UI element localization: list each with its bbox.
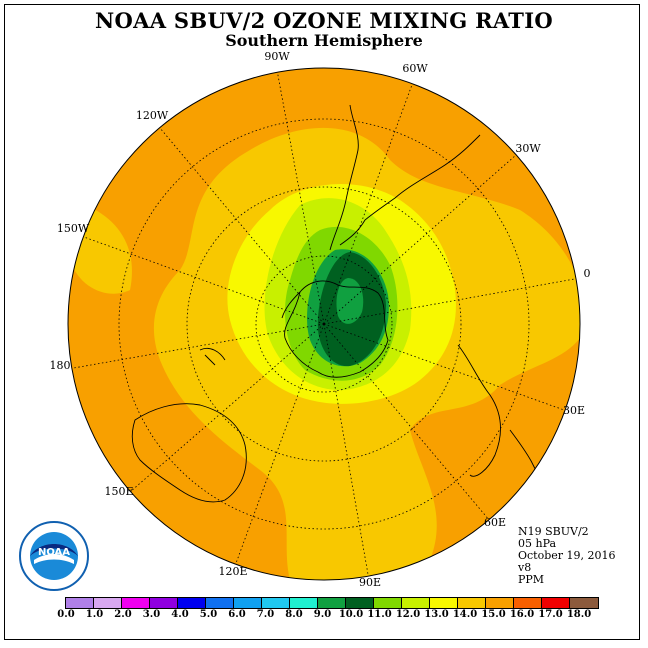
lon-label: 150W	[57, 222, 90, 235]
lon-label: 120E	[218, 565, 247, 578]
colorbar	[65, 597, 599, 609]
colorbar-tick-label: 3.0	[142, 609, 161, 620]
lon-label: 150E	[104, 485, 133, 498]
colorbar-tick-label: 0.0	[57, 609, 75, 620]
colorbar-swatch	[262, 598, 290, 608]
pressure-label: 05 hPa	[518, 537, 557, 550]
colorbar-swatch	[290, 598, 318, 608]
colorbar-swatch	[122, 598, 150, 608]
colorbar-swatch	[486, 598, 514, 608]
colorbar-tick-label: 18.0	[566, 609, 592, 620]
instrument-label: N19 SBUV/2	[518, 525, 589, 538]
colorbar-tick-label: 4.0	[171, 609, 189, 620]
colorbar-tick-label: 2.0	[114, 609, 132, 620]
colorbar-swatch	[150, 598, 178, 608]
colorbar-tick-label: 5.0	[199, 609, 218, 620]
lon-label: 60W	[402, 62, 428, 75]
latitude-circles	[118, 118, 530, 530]
colorbar-swatch	[514, 598, 542, 608]
units-label: PPM	[518, 573, 545, 586]
map-title: NOAA SBUV/2 OZONE MIXING RATIO	[95, 8, 553, 33]
colorbar-swatch	[402, 598, 430, 608]
svg-text:NOAA: NOAA	[38, 547, 70, 558]
colorbar-tick-label: 15.0	[481, 609, 506, 620]
colorbar-swatch	[66, 598, 94, 608]
map-frame	[4, 4, 640, 640]
colorbar-tick-label: 14.0	[452, 609, 478, 620]
colorbar-tick-label: 12.0	[395, 609, 421, 620]
colorbar-tick-label: 10.0	[338, 609, 364, 620]
version-label: v8	[518, 561, 532, 574]
colorbar-tick-label: 6.0	[228, 609, 246, 620]
noaa-logo-icon: NOAA	[19, 521, 89, 591]
lon-label: 180	[50, 359, 71, 372]
lon-label: 60E	[484, 516, 506, 529]
colorbar-tick-label: 1.0	[85, 609, 104, 620]
info-block: N19 SBUV/2 05 hPa October 19, 2016 v8 PP…	[518, 526, 616, 586]
colorbar-tick-label: 7.0	[256, 609, 275, 620]
colorbar-ticks: 0.0 1.0 2.0 3.0 4.0 5.0 6.0 7.0 8.0 9.0 10.0 11.0 12…	[0, 609, 648, 623]
colorbar-swatch	[430, 598, 458, 608]
colorbar-swatch	[542, 598, 570, 608]
map-subtitle: Southern Hemisphere	[225, 31, 423, 50]
colorbar-swatch	[178, 598, 206, 608]
colorbar-tick-label: 16.0	[509, 609, 535, 620]
colorbar-tick-label: 13.0	[424, 609, 449, 620]
colorbar-tick-label: 17.0	[538, 609, 563, 620]
date-label: October 19, 2016	[518, 549, 616, 562]
meridians	[68, 69, 580, 580]
lon-label: 0	[584, 267, 591, 280]
colorbar-swatch	[458, 598, 486, 608]
map-boundary	[67, 67, 581, 581]
coastlines	[131, 104, 546, 503]
colorbar-swatch	[570, 598, 598, 608]
colorbar-tick-label: 11.0	[367, 609, 392, 620]
lon-label: 90W	[264, 50, 290, 63]
colorbar-swatch	[206, 598, 234, 608]
colorbar-swatch	[318, 598, 346, 608]
lon-label: 30E	[563, 404, 585, 417]
colorbar-swatch	[234, 598, 262, 608]
colorbar-tick-label: 9.0	[313, 609, 332, 620]
colorbar-swatch	[374, 598, 402, 608]
colorbar-swatch	[94, 598, 122, 608]
colorbar-tick-label: 8.0	[285, 609, 303, 620]
lon-label: 30W	[515, 142, 541, 155]
colorbar-swatch	[346, 598, 374, 608]
lon-label: 90E	[359, 576, 381, 589]
field-mid-green-core	[336, 278, 364, 324]
lon-label: 120W	[136, 109, 169, 122]
